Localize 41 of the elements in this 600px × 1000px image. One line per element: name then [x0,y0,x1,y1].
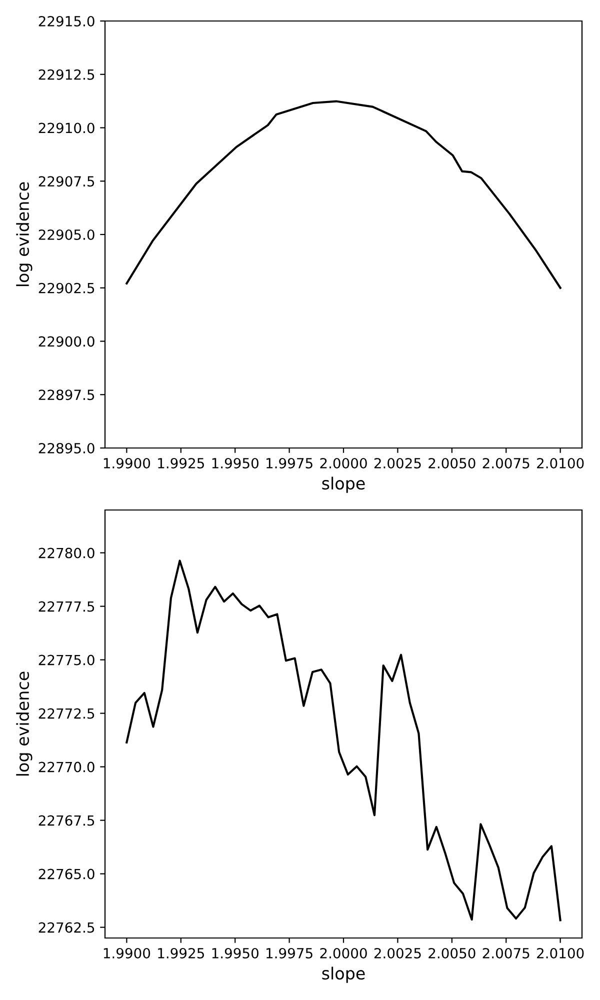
x-axis-title: slope [322,476,365,493]
x-tick-label: 2.0050 [428,458,476,468]
y-axis-title: log evidence [16,672,32,776]
x-tick-label: 2.0025 [374,458,421,468]
x-tick-label: 2.0075 [482,458,530,468]
x-tick-label: 2.0050 [428,948,476,958]
x-tick-label: 1.9975 [266,458,312,468]
y-tick-label: 22895.0 [38,442,94,454]
y-tick-label: 22780.0 [38,548,94,558]
line-series [126,100,562,289]
x-tick-label: 1.9950 [212,458,258,468]
x-tick-label: 1.9950 [212,948,258,958]
y-tick-label: 22775.0 [38,654,94,666]
y-tick-label: 22897.5 [38,390,94,400]
y-tick-label: 22767.5 [38,815,94,826]
y-tick-label: 22762.5 [38,922,94,933]
y-tick-label: 22905.0 [38,229,94,240]
x-tick-label: 1.9925 [158,948,204,958]
x-tick-label: 2.0025 [374,948,421,958]
y-tick-label: 22915.0 [38,16,94,26]
y-tick-label: 22902.5 [38,282,94,294]
y-axis-title: log evidence [16,182,32,286]
x-tick-label: 2.0000 [320,458,367,468]
x-tick-label: 1.9975 [266,948,312,958]
y-tick-label: 22900.0 [38,336,94,347]
y-tick-label: 22770.0 [38,762,94,772]
x-tick-label: 1.9900 [104,948,150,958]
y-tick-label: 22907.5 [38,176,94,187]
x-tick-label: 2.0100 [537,948,584,958]
y-tick-label: 22765.0 [38,868,94,880]
y-tick-label: 22910.0 [38,122,94,134]
x-tick-label: 1.9900 [104,458,150,468]
x-tick-label: 2.0075 [482,948,530,958]
x-axis-title: slope [322,966,365,983]
line-series [126,560,562,922]
x-tick-label: 2.0100 [537,458,584,468]
x-tick-label: 1.9925 [158,458,204,468]
x-tick-label: 2.0000 [320,948,367,958]
y-tick-label: 22912.5 [38,69,94,80]
y-tick-label: 22772.5 [38,708,94,719]
y-tick-label: 22777.5 [38,601,94,612]
